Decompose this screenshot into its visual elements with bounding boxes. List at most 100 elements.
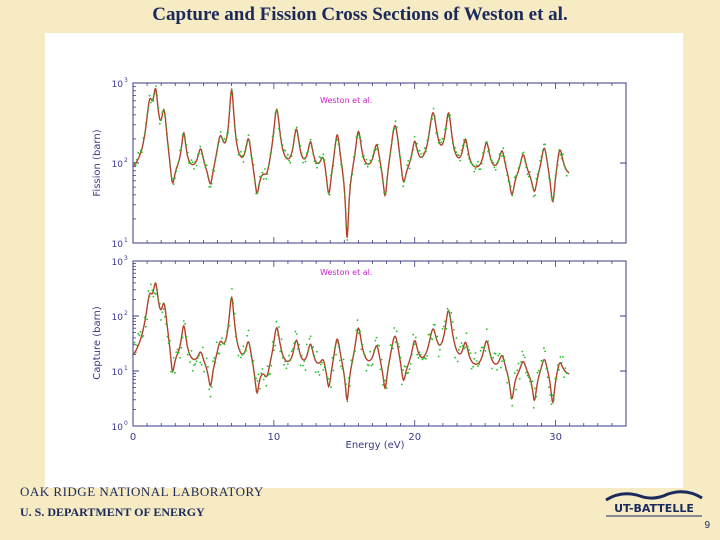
- capture-ytick-label: 10: [112, 313, 124, 323]
- capture-data-point: [295, 333, 298, 335]
- fission-data-point: [234, 135, 237, 138]
- fission-data-point: [266, 173, 269, 175]
- capture-data-point: [290, 350, 293, 353]
- capture-data-point: [370, 364, 373, 367]
- fission-data-point: [174, 177, 176, 180]
- fission-data-point: [532, 195, 535, 198]
- capture-data-point: [207, 366, 209, 368]
- capture-data-point: [521, 350, 524, 353]
- fission-data-point: [411, 153, 413, 156]
- fission-data-point: [349, 184, 351, 186]
- fission-data-point: [465, 145, 468, 148]
- capture-data-point: [540, 359, 543, 362]
- capture-data-point: [229, 298, 232, 301]
- capture-data-point: [393, 327, 396, 329]
- capture-data-point: [218, 352, 221, 355]
- capture-data-point: [510, 397, 512, 399]
- fission-data-point: [420, 153, 422, 155]
- fission-data-point: [182, 135, 185, 138]
- fission-data-point: [303, 157, 306, 159]
- capture-data-point: [141, 336, 143, 339]
- capture-ylabel: Capture (barn): [92, 306, 103, 380]
- capture-data-point: [464, 346, 467, 349]
- fission-data-point: [563, 164, 566, 167]
- capture-data-point: [562, 355, 564, 358]
- capture-ytick-exponent: 0: [124, 420, 128, 427]
- capture-data-point: [182, 320, 185, 322]
- capture-data-point: [485, 328, 488, 331]
- capture-data-point: [434, 323, 436, 326]
- fission-data-point: [529, 170, 531, 173]
- capture-data-point: [233, 312, 236, 315]
- capture-data-point: [285, 367, 288, 370]
- fission-data-point: [214, 160, 217, 162]
- fission-data-point: [392, 131, 394, 133]
- fission-data-point: [554, 175, 557, 177]
- fission-data-point: [364, 163, 366, 165]
- capture-data-point: [148, 295, 151, 298]
- fission-data-point: [453, 148, 455, 151]
- fission-data-point: [136, 158, 138, 161]
- fission-data-point: [314, 162, 317, 165]
- fission-data-point: [403, 180, 406, 183]
- capture-data-point: [456, 360, 459, 363]
- fission-data-point: [255, 192, 257, 195]
- capture-data-point: [454, 356, 456, 359]
- fission-data-point: [425, 150, 427, 153]
- fission-data-point: [328, 193, 331, 196]
- capture-data-point: [407, 371, 410, 374]
- capture-data-point: [397, 343, 399, 345]
- fission-data-point: [180, 147, 183, 150]
- capture-data-point: [465, 332, 468, 335]
- capture-data-point: [330, 386, 332, 388]
- fission-data-point: [345, 223, 347, 226]
- fission-data-point: [175, 170, 178, 173]
- fission-data-point: [252, 163, 255, 166]
- fission-data-point: [144, 122, 147, 125]
- fission-data-point: [342, 177, 345, 180]
- fission-data-point: [215, 153, 218, 156]
- fission-data-point: [534, 194, 536, 197]
- fission-data-point: [153, 93, 156, 95]
- fission-data-point: [412, 148, 415, 151]
- capture-data-point: [271, 341, 274, 343]
- capture-data-point: [478, 363, 481, 366]
- fission-ytick-label: 10: [112, 160, 124, 170]
- capture-data-point: [502, 355, 505, 358]
- capture-data-point: [245, 349, 247, 352]
- capture-data-point: [491, 367, 493, 370]
- fission-data-point: [321, 156, 323, 159]
- fission-data-point: [186, 151, 189, 154]
- fission-data-point: [327, 192, 330, 194]
- fission-data-point: [455, 151, 458, 153]
- fission-data-point: [141, 151, 143, 153]
- fission-data-point: [232, 103, 235, 106]
- capture-data-point: [527, 376, 530, 379]
- capture-data-point: [453, 329, 455, 331]
- fission-data-point: [479, 168, 482, 171]
- capture-data-point: [536, 371, 539, 374]
- capture-panel: 10 010 110 210 30 10 20 30 Capture (barn) Westo…: [92, 255, 627, 451]
- capture-data-point: [338, 359, 341, 362]
- capture-data-point: [179, 356, 181, 359]
- capture-data-point: [408, 368, 411, 371]
- fission-ytick-exponent: 3: [124, 77, 128, 84]
- capture-data-point: [512, 389, 515, 392]
- fission-data-point: [537, 170, 540, 173]
- capture-data-point: [257, 373, 260, 376]
- fission-data-point: [363, 154, 365, 157]
- fission-data-point: [428, 126, 431, 129]
- capture-data-point: [308, 337, 311, 340]
- capture-data-point: [508, 385, 511, 388]
- fission-data-point: [468, 157, 470, 160]
- fission-data-point: [347, 210, 350, 213]
- capture-data-point: [146, 318, 148, 321]
- x-axis-label: Energy (eV): [346, 440, 405, 451]
- capture-data-point: [371, 363, 374, 366]
- fission-data-point: [506, 174, 508, 177]
- fission-data-point: [350, 179, 353, 182]
- fission-data-point: [426, 139, 429, 142]
- capture-data-point: [281, 356, 284, 359]
- fission-data-point: [165, 126, 167, 129]
